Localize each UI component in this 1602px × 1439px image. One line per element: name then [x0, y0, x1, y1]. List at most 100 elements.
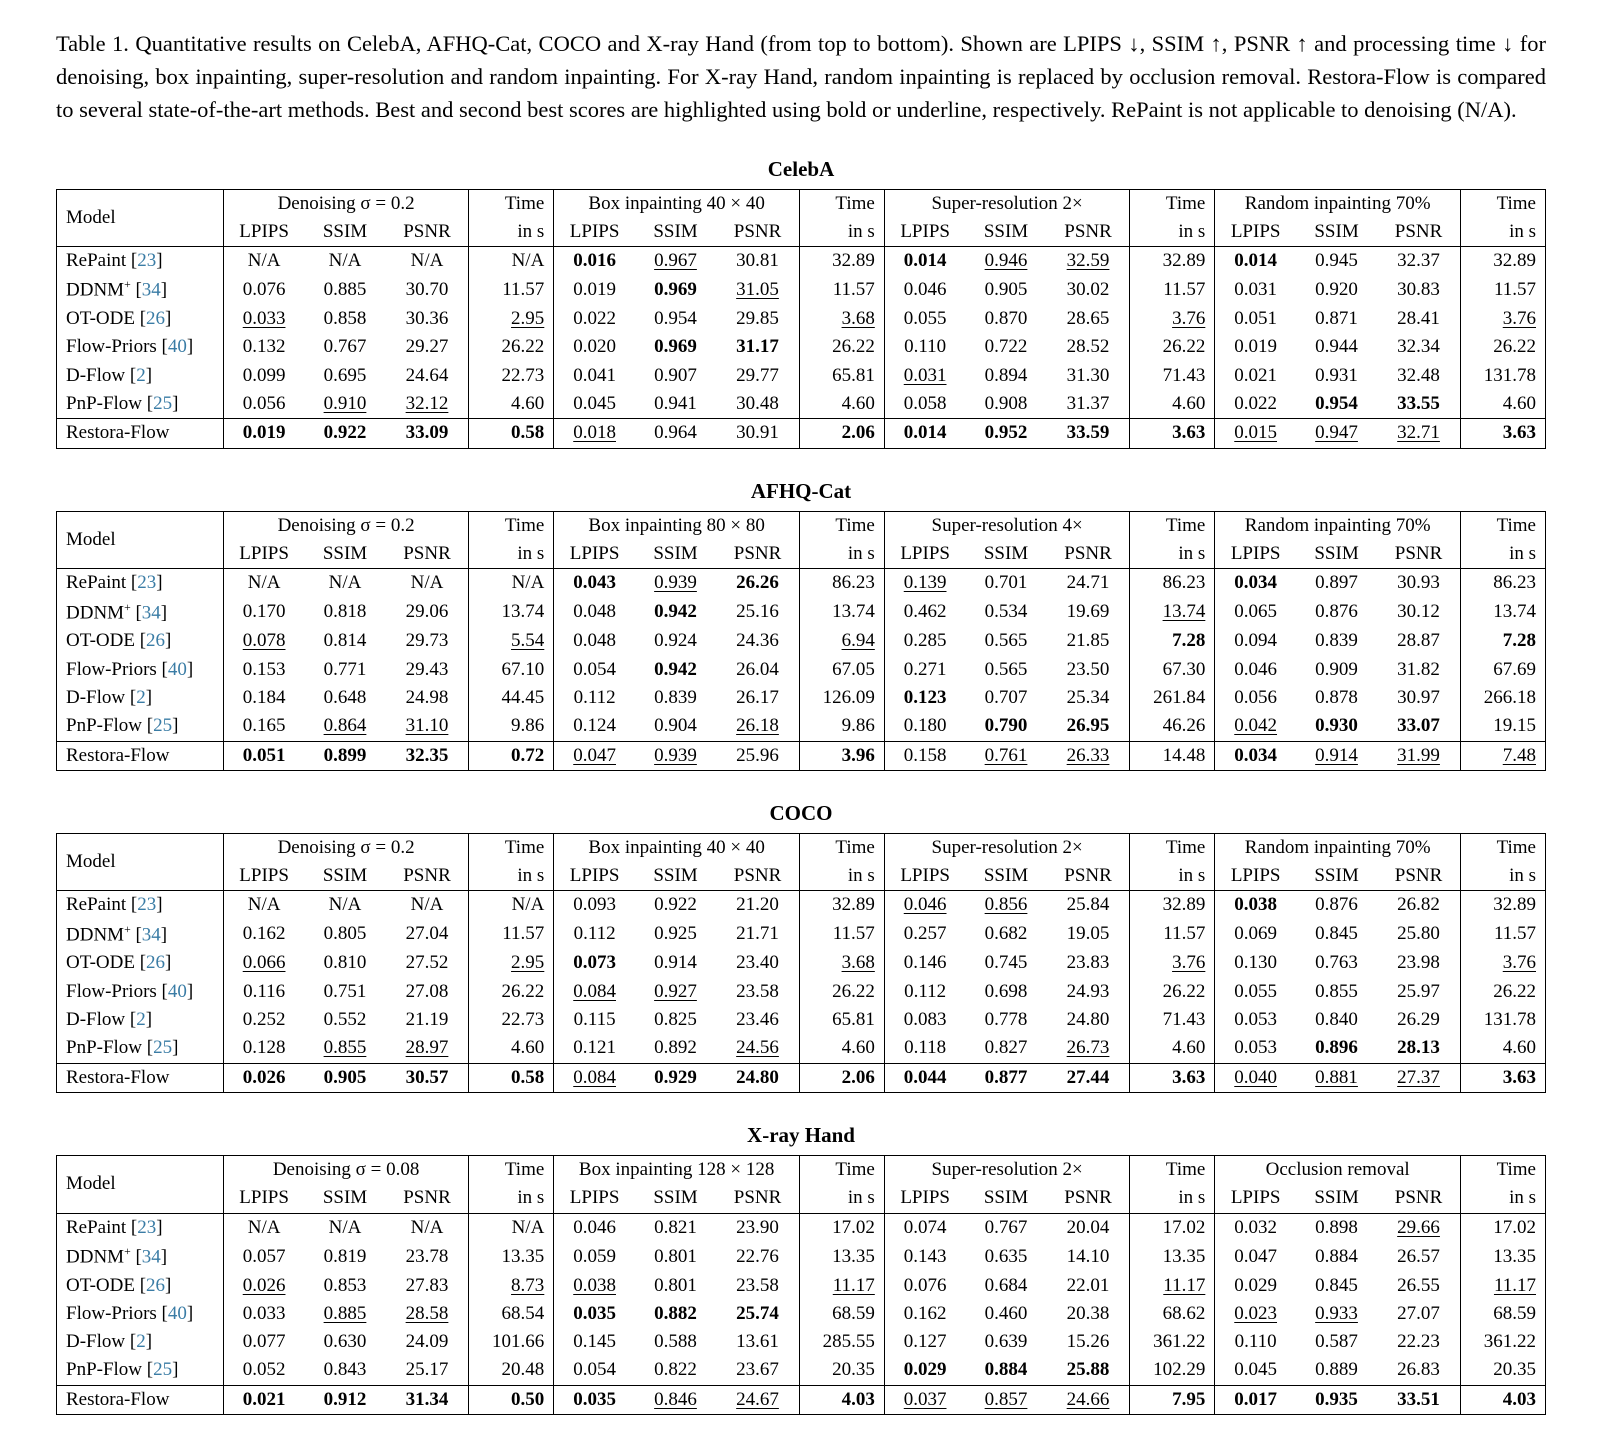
time-cell: 22.73: [468, 361, 554, 391]
metric-cell: 0.899: [304, 740, 386, 771]
citation-link[interactable]: [25]: [146, 393, 179, 415]
citation-link[interactable]: [34]: [135, 1246, 168, 1268]
table-title: COCO: [769, 800, 833, 825]
table-row: RePaint [23] N/A N/A N/A N/A 0.046 0.821 23.90 1…: [57, 1213, 1546, 1242]
metric-cell: 27.83: [405, 1274, 449, 1296]
metric-cell: 31.30: [1066, 364, 1110, 386]
table-row: DDNM+ [34] 0.170 0.818 29.06 13.74 0.048 0.942…: [57, 597, 1546, 628]
metric-cell: 24.93: [1066, 980, 1110, 1002]
citation-link[interactable]: [2]: [129, 1331, 153, 1353]
citation-link[interactable]: [40]: [161, 336, 194, 358]
model-name: RePaint: [66, 250, 127, 272]
metric-cell: 20.04: [1066, 1216, 1110, 1238]
metric-cell: 29.77: [736, 364, 779, 386]
task-group-header: Random inpainting 70%: [1214, 511, 1461, 540]
citation-link[interactable]: [26]: [139, 952, 172, 974]
metric-cell: 0.021: [222, 1384, 305, 1415]
metric-cell: 0.909: [1315, 658, 1358, 680]
citation-link[interactable]: [26]: [139, 308, 172, 330]
metric-cell: 0.845: [1315, 1274, 1358, 1296]
metric-cell: 0.905: [304, 1062, 386, 1093]
citation-link[interactable]: [23]: [130, 1216, 163, 1238]
citation-link[interactable]: [40]: [161, 1302, 194, 1324]
metric-cell: 0.285: [883, 627, 966, 656]
metric-cell: 23.58: [736, 980, 779, 1002]
metric-column-header: LPIPS: [222, 539, 305, 570]
citation-link[interactable]: [23]: [130, 894, 163, 916]
metric-cell: 24.56: [736, 1037, 779, 1059]
time-column-header: Time: [1459, 833, 1546, 863]
metric-cell: 0.954: [1315, 393, 1358, 415]
metric-column-header: SSIM: [965, 539, 1047, 570]
metric-cell: 0.894: [984, 364, 1028, 386]
metric-cell: 24.80: [716, 1062, 800, 1093]
citation-link[interactable]: [34]: [135, 601, 168, 623]
metric-column-header: PSNR: [716, 539, 800, 570]
citation-link[interactable]: [34]: [135, 279, 168, 301]
results-table-coco: Model Denoising σ = 0.2 Time Box inpainting…: [56, 832, 1546, 1093]
citation-link[interactable]: [23]: [130, 250, 163, 272]
metric-cell: 0.884: [984, 1359, 1028, 1381]
metric-cell: 0.927: [654, 980, 697, 1002]
metric-cell: 0.707: [984, 686, 1028, 708]
citation-link[interactable]: [26]: [139, 1274, 172, 1296]
metric-cell: 24.64: [405, 364, 449, 386]
metric-cell: 0.143: [883, 1241, 966, 1272]
citation-link[interactable]: [40]: [161, 658, 194, 680]
citation-link[interactable]: [25]: [146, 1037, 179, 1059]
metric-cell: 0.139: [883, 568, 966, 598]
metric-cell: 0.043: [553, 568, 635, 598]
time-cell: 68.59: [1459, 1299, 1546, 1329]
model-name: OT-ODE: [66, 1274, 135, 1296]
metric-cell: 19.69: [1066, 601, 1110, 623]
metric-column-header: LPIPS: [1214, 217, 1296, 248]
citation-number: 40: [167, 658, 187, 680]
metric-cell: 0.745: [984, 952, 1028, 974]
time-column-header: Time: [1129, 511, 1215, 540]
metric-column-header: LPIPS: [883, 862, 966, 892]
metric-cell: 0.969: [654, 279, 697, 301]
metric-column-header: PSNR: [1377, 539, 1461, 570]
citation-link[interactable]: [25]: [146, 1359, 179, 1381]
time-cell: 32.89: [798, 890, 885, 920]
time-cell: 26.22: [1129, 977, 1215, 1007]
citation-link[interactable]: [2]: [129, 1009, 153, 1031]
time-cell: N/A: [468, 1213, 554, 1242]
citation-link[interactable]: [2]: [129, 364, 153, 386]
time-cell: 9.86: [468, 712, 554, 741]
metric-cell: 0.099: [222, 361, 305, 391]
task-group-header: Random inpainting 70%: [1214, 833, 1461, 863]
time-cell: 0.58: [468, 418, 554, 449]
metric-cell: 0.942: [654, 601, 697, 623]
metric-cell: 30.97: [1397, 686, 1440, 708]
time-cell: 0.58: [468, 1062, 554, 1093]
table-row: D-Flow [2] 0.099 0.695 24.64 22.73 0.041 0.907…: [57, 361, 1546, 391]
metric-cell: 0.648: [323, 686, 367, 708]
citation-link[interactable]: [34]: [135, 924, 168, 946]
time-unit-header: in s: [468, 539, 554, 570]
citation-link[interactable]: [23]: [130, 572, 163, 594]
metric-cell: 0.132: [222, 333, 305, 362]
metric-cell: 0.763: [1315, 952, 1358, 974]
citation-link[interactable]: [40]: [161, 980, 194, 1002]
metric-cell: 25.88: [1066, 1359, 1110, 1381]
citation-link[interactable]: [2]: [129, 686, 153, 708]
metric-column-header: SSIM: [304, 1184, 386, 1214]
citation-link[interactable]: [26]: [139, 630, 172, 652]
citation-link[interactable]: [25]: [146, 715, 179, 737]
metric-cell: 0.846: [634, 1384, 717, 1415]
time-cell: 26.22: [468, 333, 554, 362]
model-name: D-Flow: [66, 1009, 126, 1031]
metric-cell: 0.145: [553, 1328, 635, 1357]
metric-cell: 0.033: [222, 305, 305, 334]
metric-cell: N/A: [410, 250, 444, 272]
table-row: Flow-Priors [40] 0.153 0.771 29.43 67.10 0.05…: [57, 655, 1546, 684]
table-row: Restora-Flow 0.021 0.912 31.34 0.50 0.035 0.84…: [56, 1384, 1546, 1415]
metric-cell: 0.019: [553, 275, 635, 306]
citation-number: 26: [146, 630, 166, 652]
time-column-header: Time: [468, 189, 554, 218]
time-cell: 3.63: [1459, 1062, 1546, 1093]
metric-cell: 0.565: [984, 658, 1028, 680]
model-cell: D-Flow [2]: [57, 362, 224, 390]
citation-number: 34: [141, 924, 161, 946]
